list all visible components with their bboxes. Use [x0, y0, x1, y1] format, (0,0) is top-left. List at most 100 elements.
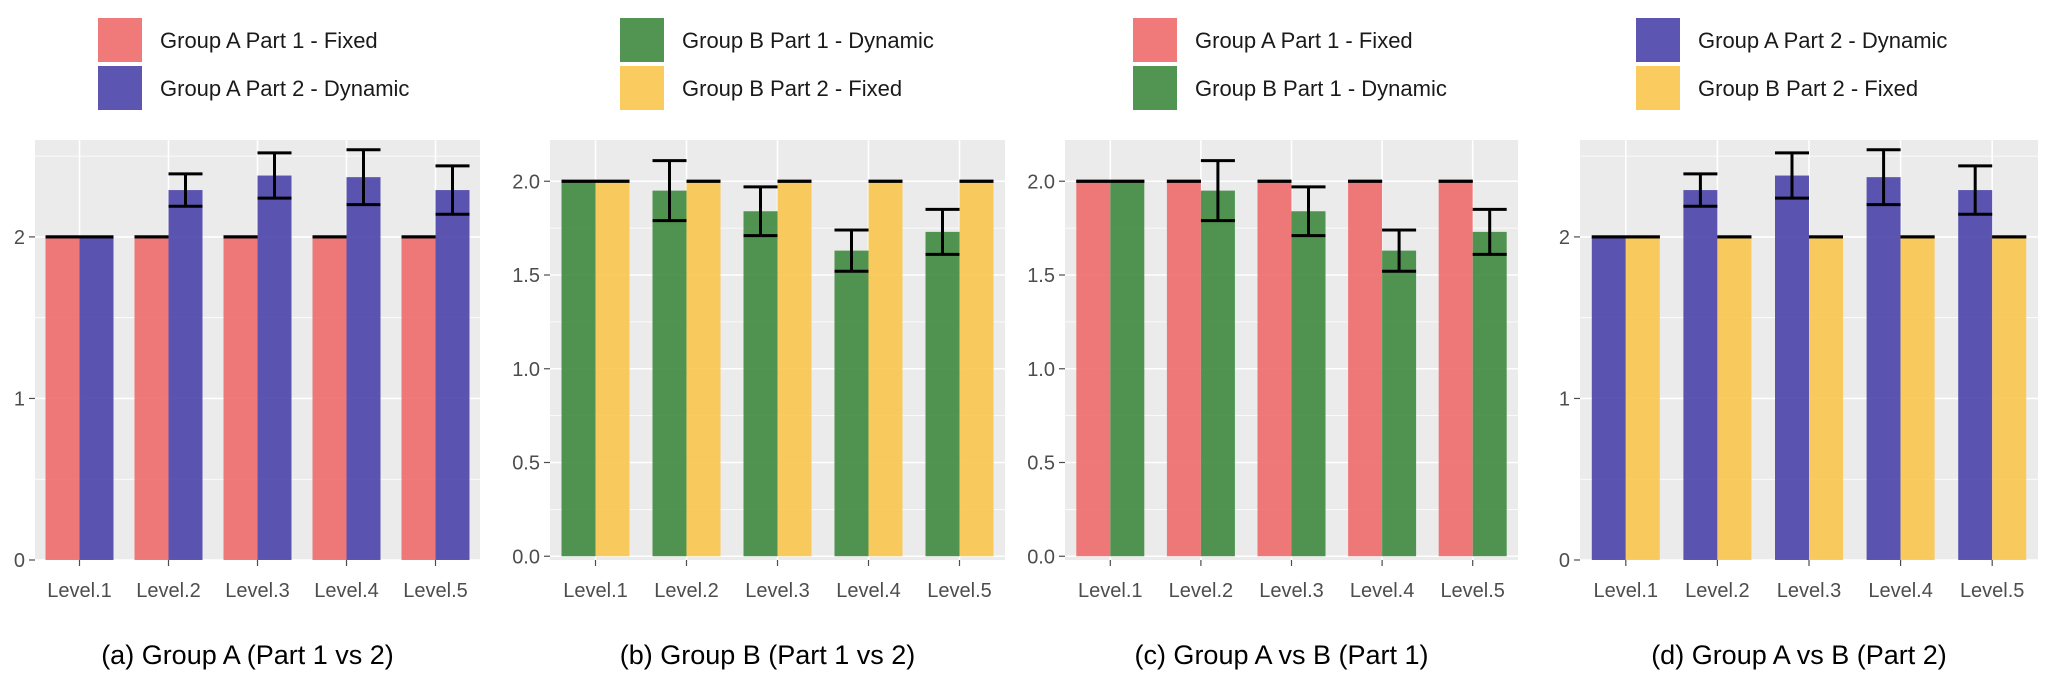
legend-label: Group B Part 1 - Dynamic — [1195, 76, 1447, 101]
error-bar — [1958, 164, 1993, 216]
bar-1-Level.5 — [1438, 181, 1473, 557]
y-tick-label: 1 — [1559, 388, 1570, 410]
bar-1-Level.5 — [401, 236, 436, 560]
error-bar — [257, 151, 292, 200]
y-tick-label: 2 — [1559, 227, 1570, 249]
chart-panel-4: 0 1 2 Level.1 Level.2 Level.3 Level.4 Level.5 Gr… — [1559, 18, 2038, 670]
chart-panel-3: 0.0 0.5 1.0 1.5 2.0 Level.1 Level.2 Level.3 Leve… — [1027, 18, 1518, 670]
panel-caption: (d) Group A vs B (Part 2) — [1651, 640, 1947, 670]
bar-2-Level.5 — [1992, 236, 2027, 560]
bar-2-Level.2 — [686, 181, 721, 557]
x-tick-label: Level.1 — [563, 580, 628, 602]
x-tick-label: Level.2 — [1169, 580, 1234, 602]
error-bar — [1866, 148, 1901, 207]
x-tick-label: Level.4 — [1350, 580, 1415, 602]
legend-swatch — [1133, 66, 1177, 110]
x-tick-label: Level.4 — [836, 580, 901, 602]
bar-2-Level.4 — [868, 181, 903, 557]
error-bar — [346, 148, 381, 207]
x-tick-label: Level.5 — [927, 580, 992, 602]
bar-2-Level.5 — [1472, 231, 1507, 557]
error-bar — [1382, 228, 1417, 273]
bar-1-Level.2 — [1166, 181, 1201, 557]
chart-panel-1: 0 1 2 Level.1 Level.2 Level.3 Level.4 Level.5 Gr… — [14, 18, 480, 670]
panel-caption: (b) Group B (Part 1 vs 2) — [620, 640, 916, 670]
panel-caption: (a) Group A (Part 1 vs 2) — [101, 640, 394, 670]
bar-2-Level.5 — [959, 181, 994, 557]
x-tick-label: Level.1 — [47, 580, 112, 602]
legend-swatch — [1636, 18, 1680, 62]
x-tick-label: Level.2 — [1685, 580, 1750, 602]
legend-swatch — [1636, 66, 1680, 110]
legend-label: Group A Part 2 - Dynamic — [1698, 28, 1947, 53]
x-tick-label: Level.5 — [1960, 580, 2025, 602]
error-bar — [834, 228, 869, 273]
x-tick-label: Level.2 — [654, 580, 719, 602]
x-tick-label: Level.4 — [1868, 580, 1933, 602]
legend-swatch — [98, 18, 142, 62]
legend-swatch — [620, 18, 664, 62]
bar-1-Level.4 — [1866, 177, 1901, 560]
y-tick-label: 2 — [14, 227, 25, 249]
error-bar — [1683, 172, 1718, 208]
error-bar — [743, 185, 778, 238]
x-tick-label: Level.3 — [745, 580, 810, 602]
error-bar — [652, 159, 687, 223]
legend-swatch — [620, 66, 664, 110]
bar-1-Level.1 — [1076, 181, 1111, 557]
x-tick-label: Level.3 — [1777, 580, 1842, 602]
bar-1-Level.1 — [45, 236, 80, 560]
y-tick-label: 2.0 — [512, 171, 540, 193]
bar-1-Level.2 — [1683, 190, 1718, 561]
error-bar — [925, 207, 960, 256]
x-tick-label: Level.3 — [225, 580, 290, 602]
bar-1-Level.4 — [834, 250, 869, 557]
bar-1-Level.3 — [223, 236, 258, 560]
legend-swatch — [98, 66, 142, 110]
error-bar — [1775, 151, 1809, 200]
legend-label: Group B Part 2 - Fixed — [682, 76, 902, 101]
error-bar — [435, 164, 470, 216]
error-bar — [1291, 185, 1326, 238]
y-tick-label: 1.0 — [1027, 359, 1055, 381]
bar-2-Level.5 — [435, 190, 470, 561]
bar-1-Level.2 — [134, 236, 169, 560]
bar-1-Level.4 — [312, 236, 347, 560]
legend-swatch — [1133, 18, 1177, 62]
legend-label: Group B Part 2 - Fixed — [1698, 76, 1918, 101]
bar-2-Level.3 — [777, 181, 812, 557]
y-tick-label: 2.0 — [1027, 171, 1055, 193]
legend-label: Group B Part 1 - Dynamic — [682, 28, 934, 53]
x-tick-label: Level.1 — [1594, 580, 1659, 602]
chart-panel-2: 0.0 0.5 1.0 1.5 2.0 Level.1 Level.2 Level.3 Leve… — [512, 18, 1005, 670]
bar-1-Level.3 — [1257, 181, 1292, 557]
bar-2-Level.2 — [1200, 190, 1235, 557]
bar-2-Level.2 — [1717, 236, 1752, 560]
bar-1-Level.5 — [925, 231, 960, 557]
x-tick-label: Level.4 — [314, 580, 379, 602]
legend-label: Group A Part 1 - Fixed — [1195, 28, 1413, 53]
x-tick-label: Level.1 — [1078, 580, 1143, 602]
y-tick-label: 0 — [1559, 550, 1570, 572]
y-tick-label: 0 — [14, 550, 25, 572]
x-tick-label: Level.3 — [1259, 580, 1324, 602]
bar-1-Level.1 — [561, 181, 596, 557]
y-tick-label: 0.0 — [512, 546, 540, 568]
y-tick-label: 1.5 — [512, 265, 540, 287]
bar-2-Level.4 — [1900, 236, 1935, 560]
error-bar — [1200, 159, 1235, 223]
bar-2-Level.1 — [79, 236, 114, 560]
bar-2-Level.1 — [1110, 181, 1145, 557]
legend-label: Group A Part 2 - Dynamic — [160, 76, 409, 101]
bar-2-Level.2 — [168, 190, 203, 561]
bar-2-Level.3 — [1809, 236, 1843, 560]
y-tick-label: 1.0 — [512, 359, 540, 381]
bar-2-Level.3 — [1291, 211, 1326, 557]
bar-2-Level.4 — [346, 177, 381, 560]
y-tick-label: 0.5 — [1027, 453, 1055, 475]
y-tick-label: 0.0 — [1027, 546, 1055, 568]
bar-1-Level.4 — [1348, 181, 1383, 557]
y-tick-label: 0.5 — [512, 453, 540, 475]
y-tick-label: 1.5 — [1027, 265, 1055, 287]
